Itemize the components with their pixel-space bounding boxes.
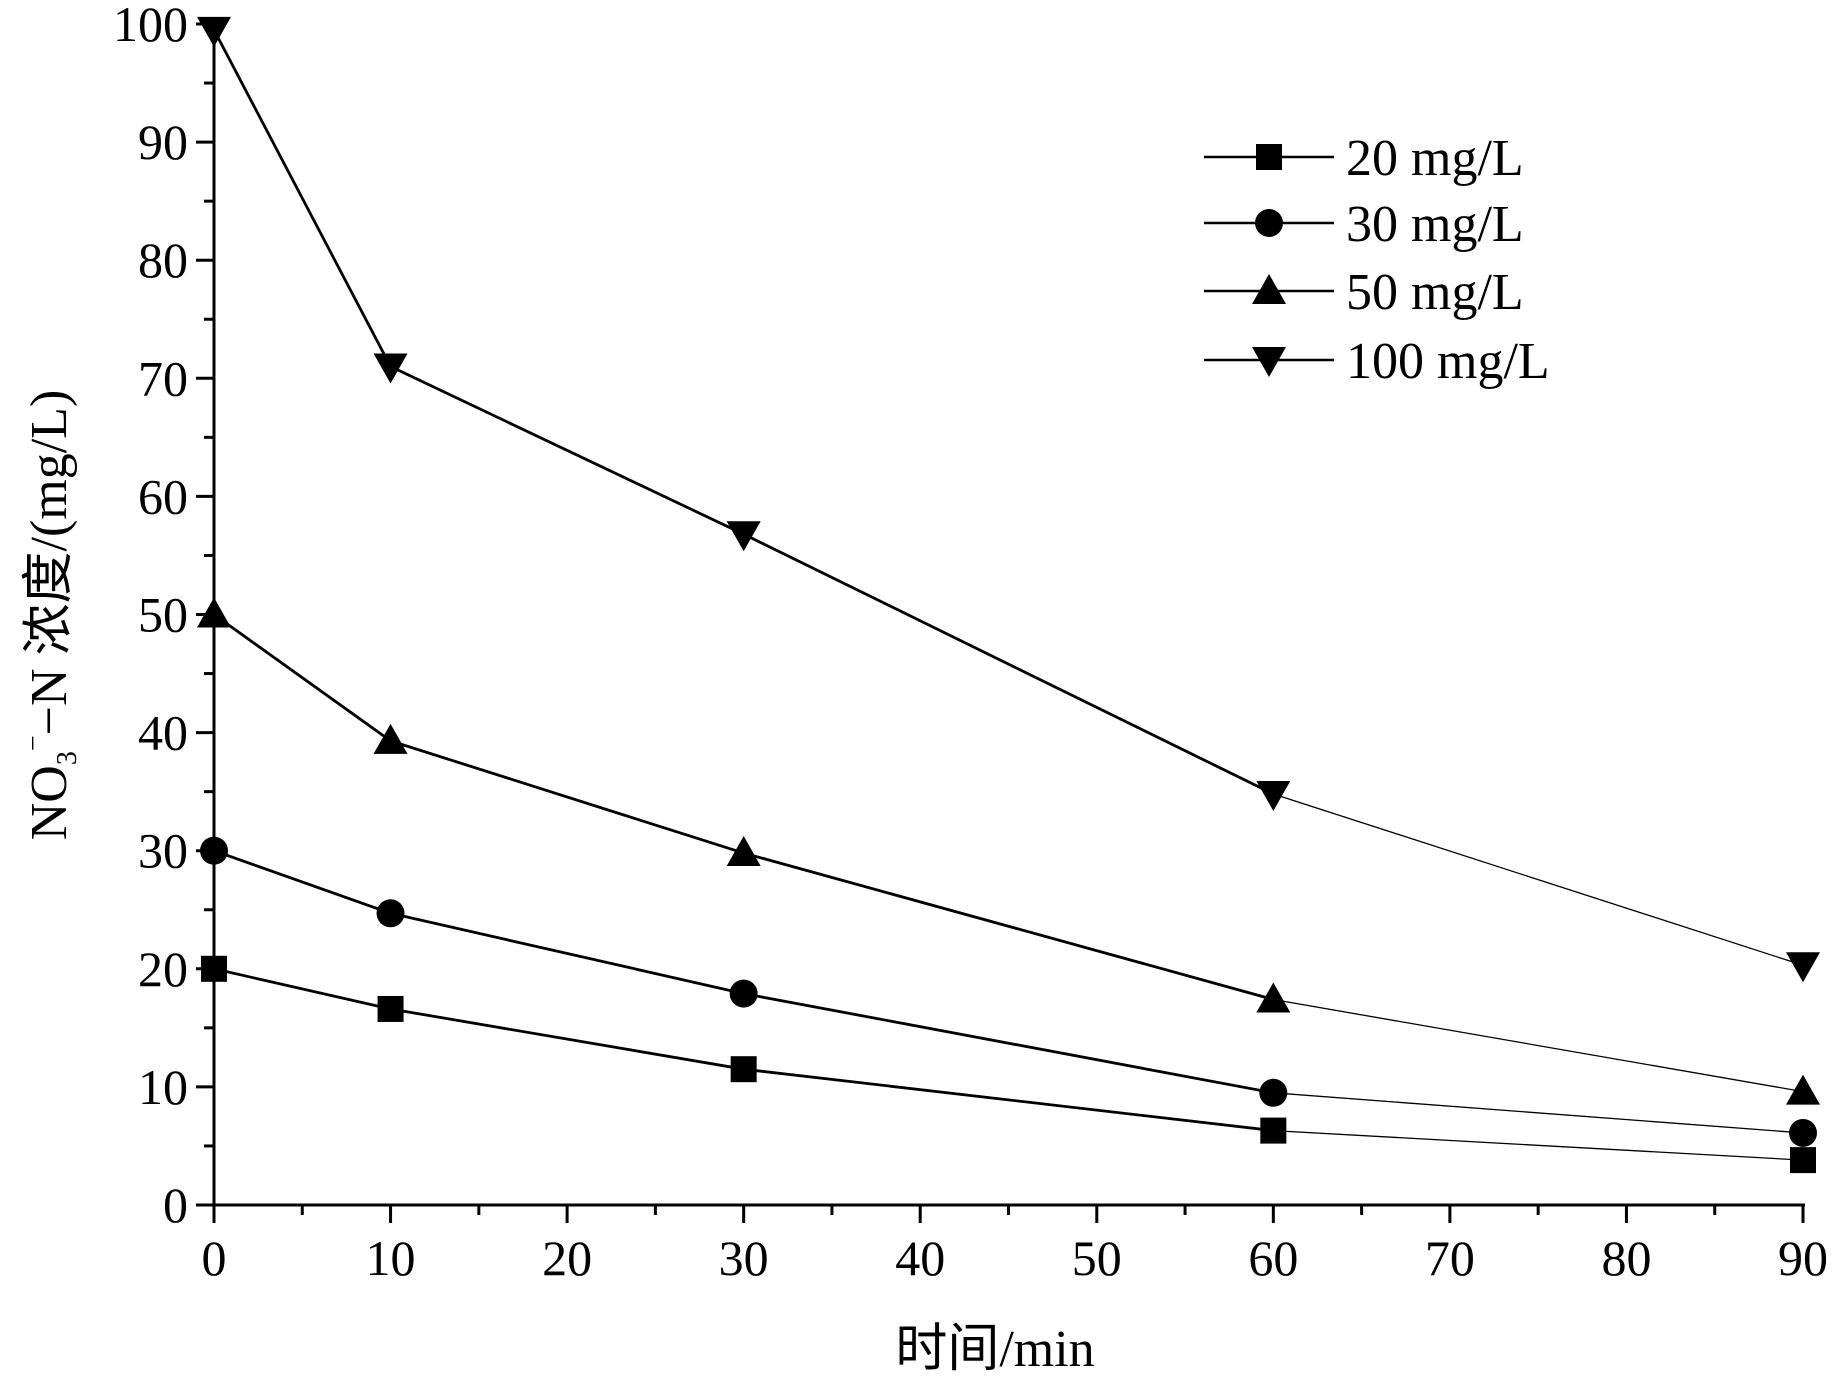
data-point-triangle-up <box>1786 1074 1820 1105</box>
series-line-segment <box>212 29 392 368</box>
x-tick-label: 0 <box>202 1230 227 1286</box>
series-line-segment <box>390 739 745 855</box>
y-axis-title-rest: −N 浓度/(mg/L) <box>21 390 78 736</box>
y-tick-label: 20 <box>138 941 188 997</box>
legend-item: 30 mg/L <box>1204 196 1524 253</box>
y-tick-label: 60 <box>138 468 188 524</box>
series-line-segment <box>1273 1129 1804 1161</box>
x-tick-label: 10 <box>366 1230 416 1286</box>
y-tick-label: 100 <box>113 0 188 52</box>
data-point-circle <box>1259 1078 1288 1107</box>
data-point-triangle-down <box>726 521 761 552</box>
y-tick-label: 40 <box>138 705 188 761</box>
x-tick-label: 20 <box>542 1230 592 1286</box>
data-point-square <box>1260 1117 1287 1144</box>
data-point-triangle-down <box>1256 781 1291 812</box>
data-point-square <box>201 955 227 982</box>
legend-label: 30 mg/L <box>1346 196 1524 253</box>
data-point-square <box>377 995 404 1022</box>
series-1 <box>201 955 1816 1174</box>
legend-marker-circle <box>1255 209 1283 237</box>
y-tick-label: 10 <box>138 1059 188 1115</box>
legend-item: 100 mg/L <box>1204 333 1550 390</box>
data-point-circle <box>200 836 228 865</box>
series-line-segment <box>213 967 391 1011</box>
y-tick-label: 90 <box>138 114 188 170</box>
data-point-square <box>1790 1147 1816 1174</box>
data-point-circle <box>729 979 758 1008</box>
x-tick-label: 70 <box>1425 1230 1475 1286</box>
series-line-segment <box>213 613 392 743</box>
series-line-segment <box>1273 1092 1804 1134</box>
y-axis-title: NO3−−N 浓度/(mg/L) <box>18 390 83 841</box>
y-tick-label: 30 <box>138 823 188 879</box>
legend-marker-triangle-down <box>1252 347 1286 377</box>
series-line-segment <box>743 992 1274 1095</box>
data-point-triangle-up <box>726 836 761 867</box>
series-line-segment <box>743 851 1274 1001</box>
data-point-triangle-down <box>197 16 231 47</box>
y-tick-label: 50 <box>138 587 188 643</box>
y-axis-title-superscript: − <box>18 735 49 751</box>
data-point-square <box>730 1056 757 1083</box>
legend-item: 50 mg/L <box>1204 264 1524 321</box>
y-tick-label: 0 <box>163 1177 188 1233</box>
data-point-triangle-up <box>373 723 408 754</box>
series-line-segment <box>743 1067 1274 1132</box>
data-point-circle <box>1789 1118 1817 1147</box>
data-point-triangle-up <box>1256 982 1291 1013</box>
legend-label: 20 mg/L <box>1346 130 1524 187</box>
series-line-segment <box>1273 998 1804 1093</box>
x-tick-label: 80 <box>1601 1230 1651 1286</box>
series-line-segment <box>1273 793 1804 966</box>
y-axis-title-main: NO <box>21 765 78 840</box>
legend-label: 100 mg/L <box>1346 333 1550 390</box>
series-layer <box>197 16 1820 1174</box>
data-point-triangle-up <box>197 597 231 628</box>
x-tick-label: 30 <box>719 1230 769 1286</box>
y-tick-label: 80 <box>138 232 188 288</box>
data-point-triangle-down <box>373 353 408 384</box>
legend-item: 20 mg/L <box>1204 130 1524 187</box>
x-tick-label: 40 <box>895 1230 945 1286</box>
series-line-segment <box>390 1007 744 1071</box>
y-axis-title-subscript: 3 <box>52 751 83 765</box>
legend: 20 mg/L 30 mg/L 50 mg/L 100 mg/L <box>1204 130 1550 390</box>
legend-label: 50 mg/L <box>1346 264 1524 321</box>
legend-marker-square <box>1256 144 1282 170</box>
series-line-segment <box>389 365 745 536</box>
axes: 0 10 20 30 40 50 60 70 80 90 0 10 20 30 40 50 60 70 80 90 10… <box>113 0 1828 1286</box>
series-line-segment <box>390 911 744 995</box>
series-2 <box>200 836 1817 1147</box>
data-point-triangle-down <box>1786 952 1820 983</box>
x-tick-label: 50 <box>1072 1230 1122 1286</box>
series-3 <box>197 597 1820 1105</box>
series-line-segment <box>213 849 392 915</box>
x-tick-label: 60 <box>1248 1230 1298 1286</box>
series-line-segment <box>743 532 1274 796</box>
y-tick-label: 70 <box>138 350 188 406</box>
legend-marker-triangle-up <box>1252 274 1286 304</box>
x-tick-label: 90 <box>1778 1230 1828 1286</box>
x-axis-title: 时间/min <box>895 1321 1094 1376</box>
data-point-circle <box>376 899 405 928</box>
series-4 <box>197 16 1820 983</box>
